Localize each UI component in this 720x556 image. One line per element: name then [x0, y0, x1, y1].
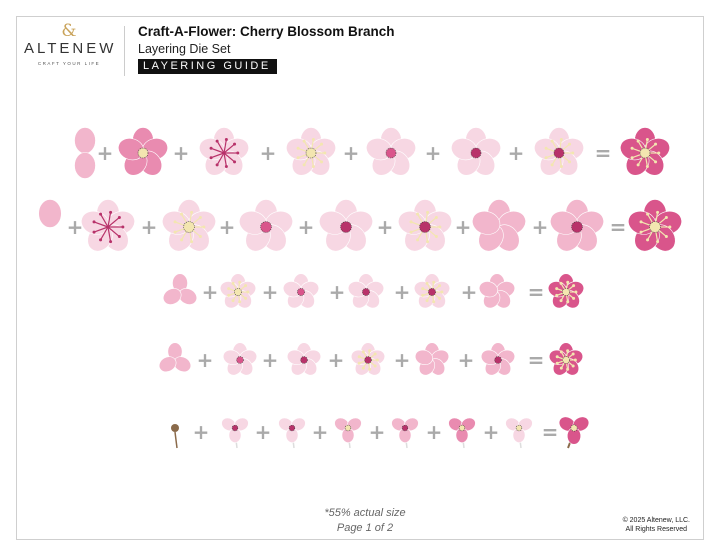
equals-sign: =	[528, 280, 545, 304]
copyright-line-2: All Rights Reserved	[625, 526, 688, 533]
pale-flower-layer-piece	[472, 199, 526, 252]
equals-sign: =	[595, 141, 612, 165]
petal-pair-piece	[74, 127, 96, 179]
plus-sign: +	[328, 348, 345, 372]
stamen-layer-piece	[286, 127, 336, 176]
large-pale-petals-piece	[162, 199, 216, 252]
cream-stamen-layer-piece	[366, 127, 416, 176]
copyright-line-1: © 2025 Altenew, LLC.	[622, 517, 690, 524]
single-petal-piece	[38, 199, 62, 228]
plus-sign: +	[532, 215, 549, 239]
plus-sign: +	[173, 141, 190, 165]
stem-sepal-piece	[171, 424, 179, 449]
five-petal-outline-piece	[219, 273, 257, 309]
plus-sign: +	[394, 280, 411, 304]
finished-medium-blossom	[547, 273, 585, 309]
copyright: © 2025 Altenew, LLC. All Rights Reserved	[623, 516, 690, 534]
layered-petals-piece	[199, 127, 249, 176]
plus-sign: +	[197, 348, 214, 372]
plus-sign: +	[97, 141, 114, 165]
plus-sign: +	[458, 348, 475, 372]
page-subtitle: Layering Die Set	[138, 42, 231, 56]
page-frame	[16, 16, 704, 540]
bud-cream-piece	[391, 417, 419, 449]
stamen-star-piece	[286, 342, 322, 376]
equals-sign: =	[542, 420, 559, 444]
bud-pale-piece	[505, 417, 533, 449]
plus-sign: +	[377, 215, 394, 239]
plus-sign: +	[455, 215, 472, 239]
plus-sign: +	[193, 420, 210, 444]
plus-sign: +	[202, 280, 219, 304]
cream-center-flower-piece	[347, 273, 385, 309]
plus-sign: +	[262, 348, 279, 372]
plus-sign: +	[343, 141, 360, 165]
cream-stamen-layer-piece	[398, 199, 452, 252]
pale-flower-layer-piece	[451, 127, 501, 176]
bud-side-piece	[278, 417, 306, 449]
stamen-layer-piece	[319, 199, 373, 252]
bud-stamen-piece	[334, 417, 362, 449]
magenta-center-flower-piece	[480, 342, 516, 376]
finished-large-blossom-a	[620, 127, 670, 176]
scale-note: *55% actual size	[324, 507, 406, 519]
header-divider	[124, 26, 125, 76]
ampersand-logo-icon: &	[61, 21, 77, 41]
brand-name: ALTENEW	[24, 40, 117, 57]
stamen-star-piece	[282, 273, 320, 309]
plus-sign: +	[219, 215, 236, 239]
plus-sign: +	[369, 420, 386, 444]
petal-pair-with-center-piece	[118, 127, 168, 176]
equals-sign: =	[610, 215, 627, 239]
five-petal-outline-piece	[222, 342, 258, 376]
plus-sign: +	[141, 215, 158, 239]
plus-sign: +	[262, 280, 279, 304]
plus-sign: +	[255, 420, 272, 444]
three-petals-piece	[162, 273, 198, 305]
three-petals-piece	[158, 342, 192, 373]
brand-tagline: CRAFT YOUR LIFE	[37, 61, 101, 66]
pale-flower-layer-2-piece	[550, 199, 604, 252]
plus-sign: +	[508, 141, 525, 165]
cream-center-flower-piece	[350, 342, 386, 376]
plus-sign: +	[483, 420, 500, 444]
finished-large-blossom-b	[628, 199, 682, 252]
altenew-logo: & ALTENEW CRAFT YOUR LIFE	[24, 22, 114, 67]
plus-sign: +	[298, 215, 315, 239]
page-number: Page 1 of 2	[336, 522, 394, 534]
plus-sign: +	[426, 420, 443, 444]
pink-center-flower-piece	[413, 273, 451, 309]
pale-flower-layer-2-piece	[534, 127, 584, 176]
layering-guide-badge: LAYERING GUIDE	[138, 59, 277, 74]
plus-sign: +	[312, 420, 329, 444]
plus-sign: +	[394, 348, 411, 372]
magenta-center-flower-piece	[478, 273, 516, 309]
plus-sign: +	[425, 141, 442, 165]
footer-note: *55% actual size Page 1 of 2	[300, 506, 430, 536]
plus-sign: +	[329, 280, 346, 304]
page-title: Craft-A-Flower: Cherry Blossom Branch	[138, 24, 395, 39]
bud-petals-piece	[221, 417, 249, 449]
bud-magenta-piece	[448, 417, 476, 449]
plus-sign: +	[67, 215, 84, 239]
equals-sign: =	[528, 348, 545, 372]
pink-center-flower-piece	[414, 342, 450, 376]
finished-bud	[558, 416, 590, 449]
layered-petals-center-piece	[239, 199, 293, 252]
petal-cluster-piece	[81, 199, 135, 252]
plus-sign: +	[260, 141, 277, 165]
plus-sign: +	[461, 280, 478, 304]
finished-small-blossom	[548, 342, 584, 376]
